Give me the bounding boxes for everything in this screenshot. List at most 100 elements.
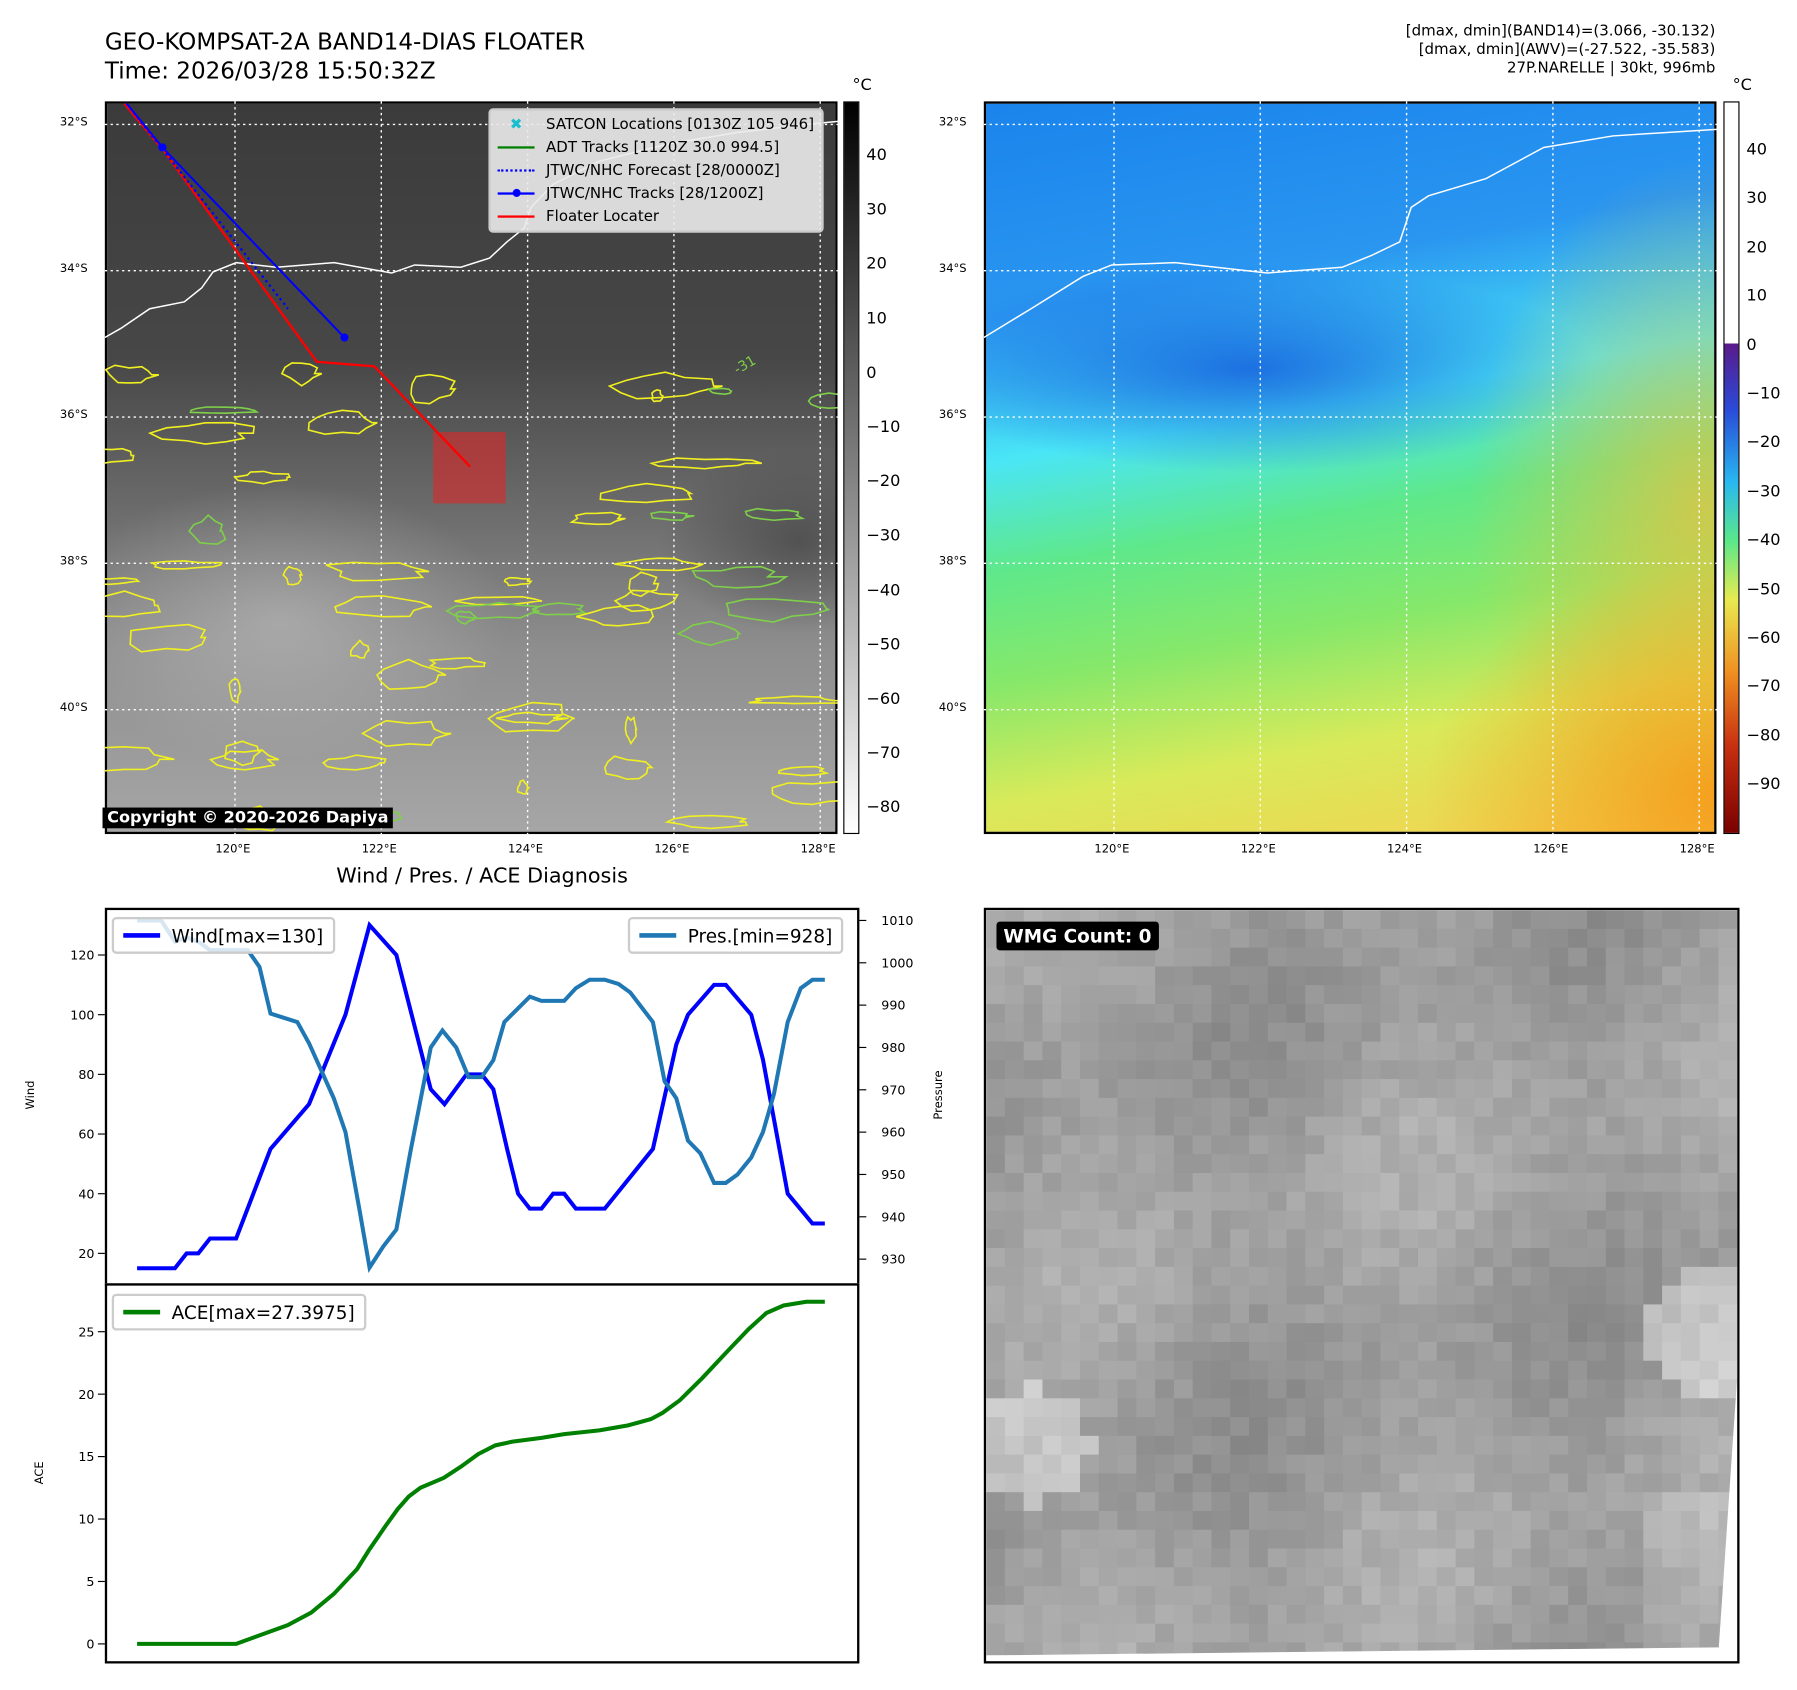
wmg-pixel xyxy=(1662,1154,1682,1174)
wmg-pixel xyxy=(1399,1229,1419,1249)
wmg-pixel xyxy=(1230,1097,1250,1118)
wmg-pixel xyxy=(1436,1567,1457,1587)
wmg-pixel xyxy=(1455,947,1475,967)
left-colorbar-tick: −80 xyxy=(866,798,901,818)
wmg-pixel xyxy=(1230,1248,1250,1268)
wmg-pixel xyxy=(1361,1304,1382,1324)
wmg-pixel xyxy=(1230,1116,1250,1136)
wmg-pixel xyxy=(1643,1604,1663,1625)
wmg-pixel xyxy=(1530,1586,1551,1606)
wmg-pixel xyxy=(1718,1154,1738,1174)
wmg-pixel xyxy=(1042,1154,1062,1174)
wmg-pixel xyxy=(1586,947,1607,967)
wmg-pixel xyxy=(1605,1022,1626,1043)
wmg-pixel xyxy=(1511,1492,1532,1512)
wmg-pixel xyxy=(1549,1398,1569,1418)
wmg-pixel xyxy=(1267,1285,1288,1305)
wmg-pixel xyxy=(1155,1266,1175,1287)
wmg-pixel xyxy=(1586,1135,1607,1155)
wmg-pixel xyxy=(1155,928,1175,949)
wmg-pixel xyxy=(1586,1623,1607,1643)
wmg-pixel xyxy=(1586,1323,1607,1343)
wmg-pixel xyxy=(1624,1604,1644,1625)
wmg-pixel xyxy=(1436,1473,1457,1493)
wmg-pixel xyxy=(1080,1360,1100,1381)
wmg-pixel xyxy=(1117,1454,1137,1474)
wmg-pixel xyxy=(1117,1210,1137,1230)
wmg-pixel xyxy=(1493,1210,1513,1230)
wmg-pixel xyxy=(1061,1135,1081,1155)
wmg-pixel xyxy=(1436,1586,1457,1606)
wmg-pixel xyxy=(1155,1341,1175,1362)
wmg-pixel xyxy=(1136,1266,1156,1287)
wmg-pixel xyxy=(1699,966,1720,986)
wmg-pixel xyxy=(1155,947,1175,967)
wmg-pixel xyxy=(1549,1417,1569,1437)
cloud-contour xyxy=(664,814,749,830)
wmg-pixel xyxy=(1399,966,1419,986)
wmg-pixel xyxy=(1699,1435,1720,1456)
wmg-pixel xyxy=(1248,1097,1269,1118)
wmg-pixel xyxy=(1605,1379,1626,1399)
wmg-pixel xyxy=(1493,928,1513,949)
wmg-pixel xyxy=(1342,1079,1363,1099)
wmg-pixel xyxy=(1155,1229,1175,1249)
wmg-pixel xyxy=(1061,1079,1081,1099)
wmg-pixel xyxy=(1493,910,1513,930)
wmg-pixel xyxy=(1417,1510,1438,1531)
wmg-pixel xyxy=(1511,947,1532,967)
wmg-pixel xyxy=(1511,1079,1532,1099)
wmg-pixel xyxy=(1080,1135,1100,1155)
wmg-pixel xyxy=(1061,985,1081,1005)
wmg-pixel xyxy=(1718,1604,1738,1625)
wmg-pixel xyxy=(1511,1529,1532,1550)
wmg-pixel xyxy=(1042,1623,1062,1643)
wmg-pixel xyxy=(1173,1041,1194,1061)
wmg-pixel xyxy=(1286,985,1306,1005)
cloud-contour xyxy=(614,557,704,572)
wmg-pixel xyxy=(1699,1248,1720,1268)
wmg-pixel xyxy=(1680,985,1701,1005)
wmg-pixel xyxy=(1042,1135,1062,1155)
wmg-pixel xyxy=(1248,1529,1269,1550)
wmg-pixel xyxy=(1042,1529,1062,1550)
wmg-pixel xyxy=(1286,1154,1306,1174)
wmg-pixel xyxy=(1699,1341,1720,1362)
wmg-pixel xyxy=(1117,1266,1137,1287)
wmg-pixel xyxy=(1549,1304,1569,1324)
lat-label: 36°S xyxy=(938,408,967,422)
wmg-pixel xyxy=(1417,1097,1438,1118)
wmg-pixel xyxy=(1098,1304,1119,1324)
wmg-pixel xyxy=(1549,1041,1569,1061)
wmg-pixel xyxy=(1493,1248,1513,1268)
wmg-pixel xyxy=(1380,1567,1400,1587)
wmg-pixel xyxy=(1455,1323,1475,1343)
wmg-pixel xyxy=(1530,1285,1551,1305)
wmg-pixel xyxy=(1023,1191,1044,1212)
wmg-pixel xyxy=(1192,1417,1213,1437)
wmg-pixel xyxy=(1643,1548,1663,1568)
wmg-pixel xyxy=(1718,910,1738,930)
wmg-pixel xyxy=(1474,1529,1494,1550)
wmg-pixel xyxy=(1211,1379,1231,1399)
wmg-pixel xyxy=(1192,1567,1213,1587)
wmg-pixel xyxy=(1436,1604,1457,1625)
wmg-pixel xyxy=(1662,1435,1682,1456)
wmg-pixel xyxy=(1680,1529,1701,1550)
wmg-pixel xyxy=(1380,1623,1400,1643)
wmg-pixel xyxy=(1192,1454,1213,1474)
wmg-pixel xyxy=(1511,1454,1532,1474)
wmg-pixel xyxy=(1155,1172,1175,1193)
wmg-pixel xyxy=(1117,985,1137,1005)
wmg-pixel xyxy=(1023,1417,1044,1437)
wmg-pixel xyxy=(1680,1473,1701,1493)
wmg-pixel xyxy=(1173,1172,1194,1193)
wmg-pixel xyxy=(1192,1210,1213,1230)
wmg-pixel xyxy=(1211,1323,1231,1343)
pressure-tick-label: 940 xyxy=(881,1209,905,1224)
wmg-pixel xyxy=(1511,1210,1532,1230)
wmg-pixel xyxy=(1680,966,1701,986)
wmg-pixel xyxy=(1530,1529,1551,1550)
wmg-pixel xyxy=(1586,1567,1607,1587)
wmg-pixel xyxy=(1267,1642,1288,1656)
